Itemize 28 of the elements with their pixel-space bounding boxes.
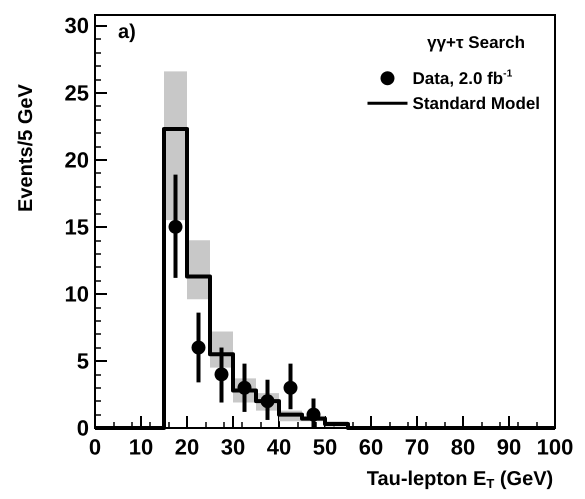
legend-label: Standard Model <box>412 94 540 113</box>
point <box>306 408 320 422</box>
point <box>284 380 298 395</box>
y-tick-label: 30 <box>64 13 89 38</box>
x-tick-label: 40 <box>266 434 292 460</box>
y-tick-label: 25 <box>64 80 89 106</box>
y-tick-label: 5 <box>76 348 89 374</box>
point <box>260 394 274 408</box>
legend-title: γγ+τ Search <box>427 33 526 52</box>
x-tick-label: 70 <box>404 434 430 460</box>
point <box>192 340 206 355</box>
x-tick-label: 50 <box>312 434 338 460</box>
x-tick-label: 30 <box>220 434 246 460</box>
x-tick-label: 100 <box>536 434 574 460</box>
y-tick-label: 10 <box>64 281 89 306</box>
x-tick-label: 20 <box>174 434 200 460</box>
point <box>238 380 252 395</box>
y-tick-label: 15 <box>64 214 89 240</box>
x-tick-label: 80 <box>450 434 476 460</box>
y-tick-label: 0 <box>76 416 89 440</box>
point <box>168 220 182 234</box>
point <box>214 367 228 382</box>
annotation: a) <box>118 21 136 43</box>
x-tick-label: 60 <box>358 434 384 460</box>
y-axis-title: Events/5 GeV <box>15 84 37 212</box>
x-tick-label: 90 <box>496 434 522 460</box>
x-tick-label: 10 <box>128 434 154 460</box>
y-tick-label: 20 <box>64 147 89 172</box>
